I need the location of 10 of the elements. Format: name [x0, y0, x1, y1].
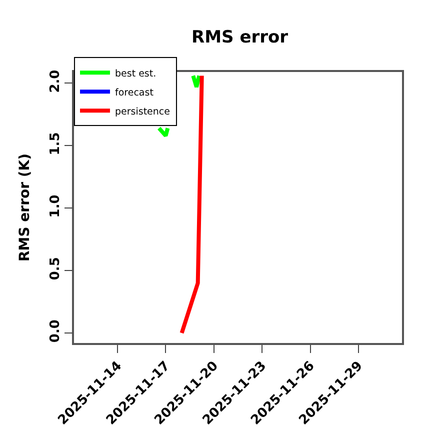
y-tick-label: 1.5: [48, 132, 64, 156]
chart-title: RMS error: [192, 28, 289, 48]
legend-label: best est.: [115, 68, 156, 80]
y-tick-label: 2.0: [48, 70, 64, 93]
y-tick-label: 0.5: [48, 257, 64, 280]
y-tick-label: 1.0: [48, 194, 64, 218]
y-tick-label: 0.0: [48, 320, 64, 343]
legend-label: persistence: [115, 106, 170, 118]
legend-label: forecast: [115, 87, 154, 98]
y-axis-title: RMS error (K): [17, 153, 34, 262]
